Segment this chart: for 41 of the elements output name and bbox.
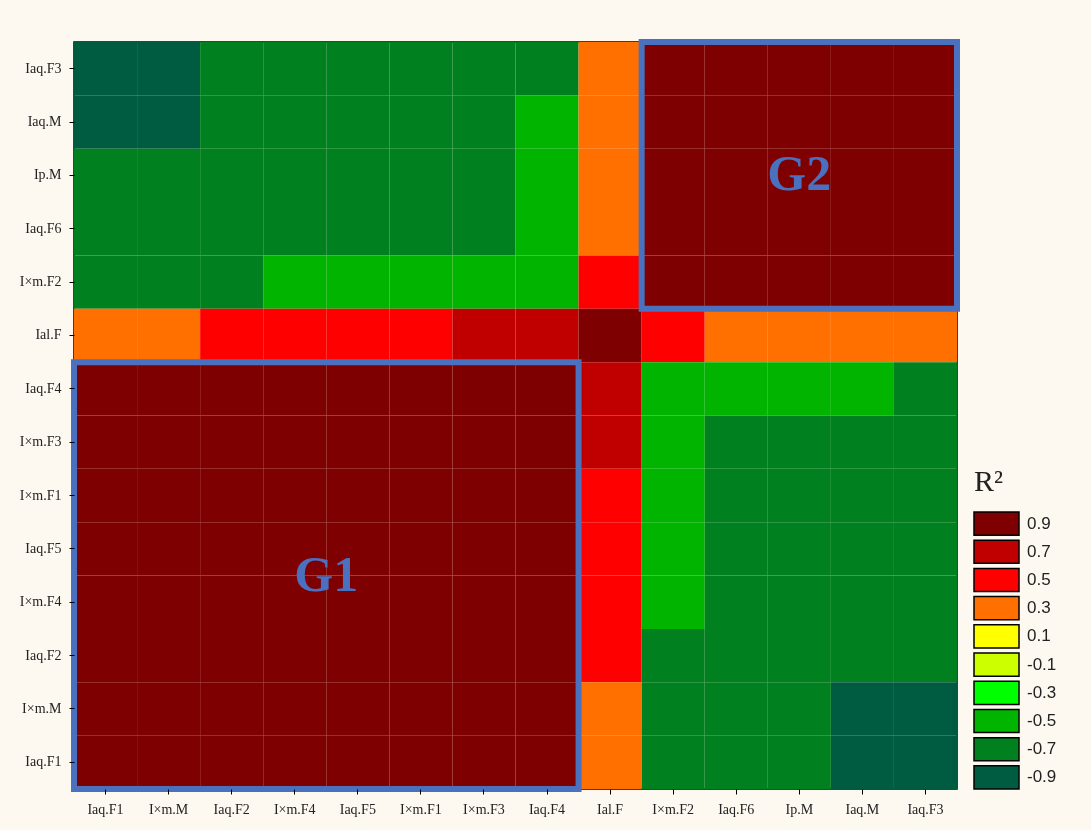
x-tick-label: Iaq.F5 xyxy=(339,801,376,817)
x-tick-label: Iaq.F1 xyxy=(87,801,124,817)
color-bar-label: -0.9 xyxy=(1027,767,1057,787)
y-tick-label: I×m.F1 xyxy=(19,487,62,503)
y-tick-label: Iaq.F4 xyxy=(25,380,62,396)
x-tick-label: I×m.F4 xyxy=(273,801,316,817)
color-bar-label: 0.3 xyxy=(1027,598,1051,618)
x-tick-label: Iaq.F3 xyxy=(907,801,944,817)
color-bar-label: -0.7 xyxy=(1027,739,1057,759)
y-tick-label: Iaq.F3 xyxy=(25,60,62,76)
color-bar-title: R² xyxy=(974,464,1004,497)
color-bar-label: -0.5 xyxy=(1027,711,1057,731)
y-tick-label: Iaq.F2 xyxy=(25,647,62,663)
x-tick-label: Iaq.F2 xyxy=(213,801,250,817)
x-tick-label: Iaq.M xyxy=(845,801,880,817)
color-bar-label: -0.3 xyxy=(1027,682,1057,702)
annotation: G1 xyxy=(294,545,359,602)
color-bar-label: 0.5 xyxy=(1027,569,1051,589)
x-tick-label: Iaq.F4 xyxy=(528,801,566,817)
color-bar-label: -0.1 xyxy=(1027,654,1057,674)
x-tick-label: I×m.F1 xyxy=(400,801,442,817)
y-tick-label: Iaq.M xyxy=(27,114,63,130)
x-tick-label: I×m.M xyxy=(148,801,189,817)
x-tick-label: Ial.F xyxy=(597,801,624,817)
y-tick-label: Iaq.F1 xyxy=(25,754,62,770)
y-tick-label: I×m.F4 xyxy=(19,594,62,610)
x-tick-label: Iaq.F6 xyxy=(718,801,755,817)
color-bar-label: 0.9 xyxy=(1027,513,1051,533)
x-tick-label: I×m.F2 xyxy=(652,801,695,817)
x-tick-label: Ip.M xyxy=(785,801,814,817)
y-tick-label: Ial.F xyxy=(35,327,62,343)
y-tick-label: Iaq.F5 xyxy=(25,540,62,556)
y-tick-label: I×m.F2 xyxy=(19,274,62,290)
y-tick-label: Ip.M xyxy=(33,167,63,183)
y-tick-label: I×m.M xyxy=(22,700,63,716)
x-tick-label: I×m.F3 xyxy=(463,801,505,817)
annotation: G2 xyxy=(767,145,832,202)
color-bar-label: 0.7 xyxy=(1027,541,1051,561)
color-bar-label: 0.1 xyxy=(1027,626,1051,646)
y-tick-label: I×m.F3 xyxy=(19,434,62,450)
y-tick-label: Iaq.F6 xyxy=(25,220,62,236)
